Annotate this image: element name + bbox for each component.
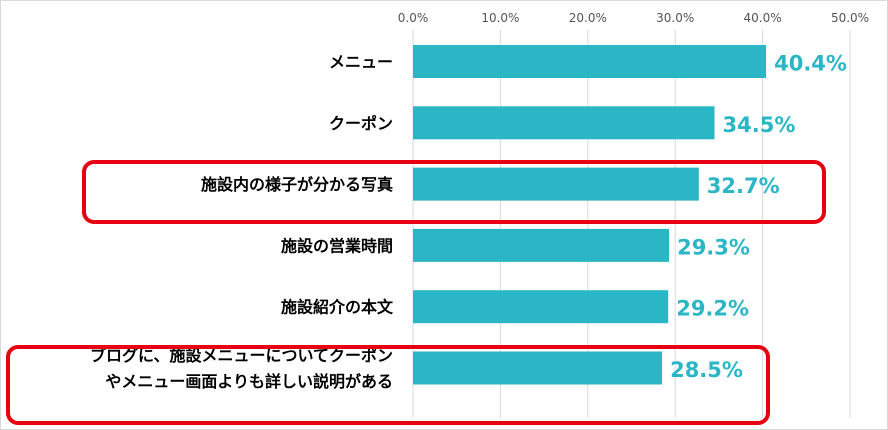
bar — [413, 45, 767, 78]
bar — [413, 106, 715, 140]
value-label: 29.3% — [677, 235, 750, 259]
highlight-box — [6, 345, 770, 425]
value-label: 28.5% — [670, 358, 743, 382]
bars — [413, 45, 767, 385]
x-axis-ticks: 0.0% 10.0% 20.0% 30.0% 40.0% 50.0% — [398, 11, 869, 25]
category-label: 施設紹介の本文 — [281, 298, 394, 317]
x-tick-label: 50.0% — [831, 11, 869, 25]
highlight-box — [82, 160, 826, 224]
value-labels: 40.4% 34.5% 32.7% 29.3% 29.2% 28.5% — [670, 52, 847, 383]
bar — [413, 228, 670, 262]
bar — [413, 290, 669, 324]
x-tick-label: 30.0% — [656, 11, 694, 25]
x-tick-label: 0.0% — [398, 11, 429, 25]
x-tick-label: 20.0% — [569, 11, 607, 25]
category-label: クーポン — [329, 114, 393, 133]
value-label: 34.5% — [723, 113, 796, 137]
category-label: メニュー — [329, 53, 393, 72]
value-label: 40.4% — [774, 52, 847, 76]
bar — [413, 167, 699, 201]
x-tick-label: 40.0% — [744, 11, 782, 25]
category-label: ブログに、施設メニューについてクーポン — [90, 346, 393, 365]
category-label: 施設の営業時間 — [281, 236, 393, 255]
value-label: 29.2% — [676, 297, 749, 321]
category-label: 施設内の様子が分かる写真 — [201, 175, 393, 194]
x-tick-label: 10.0% — [481, 11, 519, 25]
category-label: やメニュー画面よりも詳しい説明がある — [105, 372, 393, 391]
value-label: 32.7% — [707, 174, 780, 198]
category-labels: メニュークーポン施設内の様子が分かる写真施設の営業時間施設紹介の本文ブログに、施… — [90, 53, 394, 392]
bar — [413, 351, 663, 385]
highlight-boxes — [6, 160, 826, 425]
